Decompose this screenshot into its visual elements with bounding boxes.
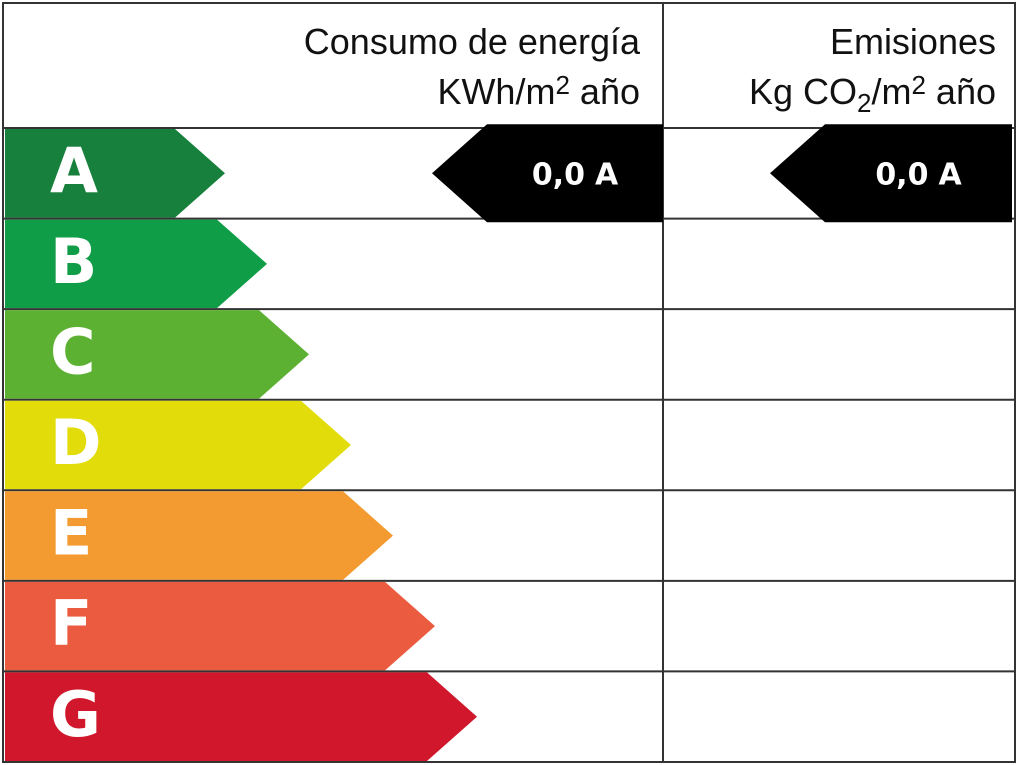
indicator-label: 0,0 A: [875, 157, 962, 192]
unit-sub: 2: [857, 88, 871, 118]
indicator-rating: A: [938, 157, 962, 192]
unit-sup: 2: [555, 70, 569, 100]
rating-letter: A: [50, 134, 98, 207]
indicator-value: 0,0: [875, 157, 928, 192]
indicator-rating: A: [595, 157, 619, 192]
indicator-arrow: [432, 124, 663, 223]
unit-part: KWh/m: [437, 71, 555, 112]
indicator-arrow: [770, 124, 1012, 223]
unit-sup: 2: [911, 70, 925, 100]
rating-arrow: [5, 219, 267, 309]
unit-part: Kg CO: [749, 71, 857, 112]
emissions-title: Emisiones: [830, 21, 996, 62]
consumption-unit: KWh/m2 año: [437, 70, 640, 112]
indicator-label: 0,0 A: [532, 157, 619, 192]
rating-arrow: [5, 491, 393, 580]
rating-letter: C: [50, 316, 96, 389]
consumption-title: Consumo de energía: [304, 21, 641, 62]
rating-arrow: [5, 672, 477, 761]
rating-arrow: [5, 581, 435, 671]
unit-part: /m: [871, 71, 911, 112]
rating-letter: F: [50, 587, 92, 660]
indicator-value: 0,0: [532, 157, 585, 192]
unit-part: año: [570, 71, 640, 112]
rating-letter: B: [50, 225, 97, 298]
rating-arrow: [5, 129, 225, 218]
rating-letter: E: [50, 497, 92, 570]
rating-arrow: [5, 310, 309, 399]
rating-letter: G: [50, 678, 101, 751]
unit-part: año: [926, 71, 996, 112]
rating-arrow: [5, 400, 351, 490]
emissions-unit: Kg CO2/m2 año: [749, 70, 996, 118]
rating-letter: D: [50, 406, 101, 479]
